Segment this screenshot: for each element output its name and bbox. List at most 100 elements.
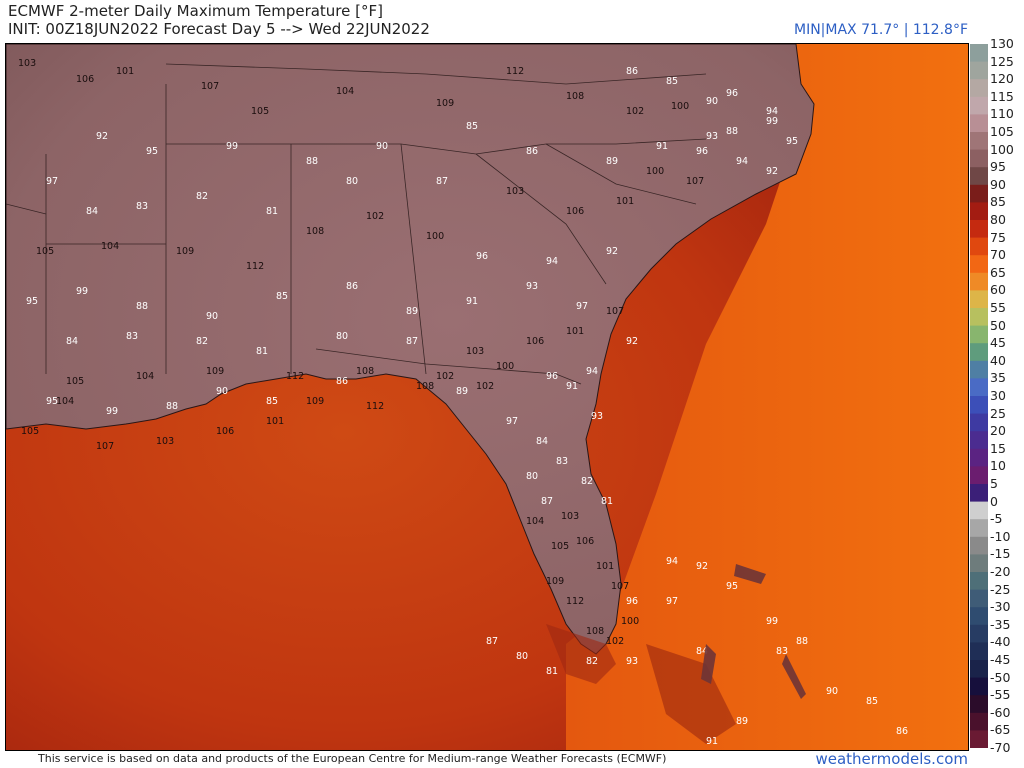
colorbar-segment <box>970 96 988 115</box>
temperature-label: 92 <box>696 561 708 572</box>
colorbar-segment <box>970 237 988 256</box>
temperature-label: 95 <box>786 136 798 147</box>
colorbar-segment <box>970 554 988 573</box>
min-max-readout: MIN|MAX 71.7° | 112.8°F <box>793 22 968 38</box>
colorbar-label: 25 <box>990 405 1006 421</box>
border-ok-ar <box>6 203 47 215</box>
temperature-label: 108 <box>586 626 604 637</box>
colorbar-label: 40 <box>990 352 1006 368</box>
colorbar-segment <box>970 589 988 608</box>
temperature-map[interactable]: 103 106 101 107 105 104 109 112 108 102 100 96 94 92 9… <box>5 43 969 751</box>
colorbar-label: 90 <box>990 176 1006 192</box>
temperature-label: 105 <box>551 541 569 552</box>
colorbar-segment <box>970 466 988 485</box>
temperature-label: 106 <box>526 336 544 347</box>
temperature-label: 86 <box>346 281 358 292</box>
colorbar-label: -45 <box>990 652 1011 667</box>
colorbar-label: 60 <box>990 282 1006 298</box>
temperature-label: 89 <box>736 716 748 727</box>
temperature-label: 103 <box>561 511 579 522</box>
temperature-label: 82 <box>581 476 593 487</box>
temperature-label: 112 <box>566 596 584 607</box>
temperature-label: 92 <box>766 166 778 177</box>
temperature-label: 87 <box>436 176 448 187</box>
temperature-label: 103 <box>466 346 484 357</box>
temperature-label: 100 <box>496 361 514 372</box>
temperature-label: 81 <box>546 666 558 677</box>
islands <box>701 564 806 699</box>
andros-island <box>701 644 716 684</box>
border-ga-sc <box>475 153 607 285</box>
colorbar-label: 55 <box>990 300 1006 315</box>
temperature-label: 104 <box>336 86 354 97</box>
colorbar-segment <box>970 536 988 555</box>
temperature-label: 86 <box>896 726 908 737</box>
temperature-label: 102 <box>606 636 624 647</box>
temperature-label: 112 <box>366 401 384 412</box>
temperature-label: 106 <box>216 426 234 437</box>
colorbar-label: 65 <box>990 264 1006 280</box>
colorbar-label: 10 <box>990 458 1006 474</box>
colorbar-segment <box>970 290 988 309</box>
temperature-label: 89 <box>456 386 468 397</box>
colorbar-segment <box>970 44 988 63</box>
temperature-label: 95 <box>726 581 738 592</box>
colorbar-segment <box>970 572 988 591</box>
temperature-label: 82 <box>196 191 208 202</box>
temperature-label: 101 <box>596 561 614 572</box>
temperature-label: 101 <box>566 326 584 337</box>
colorbar-label: 30 <box>990 388 1006 403</box>
temperature-label: 83 <box>556 456 568 467</box>
colorbar-label: 95 <box>990 159 1006 175</box>
brand-link[interactable]: weathermodels.com <box>815 750 968 768</box>
bahamas-shading <box>646 644 736 744</box>
temperature-label: 94 <box>766 106 778 117</box>
colorbar-label: -65 <box>990 722 1011 738</box>
temperature-label: 81 <box>256 346 268 357</box>
temperature-label: 94 <box>736 156 748 167</box>
temperature-label: 104 <box>526 516 544 527</box>
temperature-label: 84 <box>66 336 78 347</box>
colorbar-segment <box>970 378 988 397</box>
southeast-us-land <box>6 44 815 655</box>
temperature-label: 94 <box>586 366 598 377</box>
colorbar-segment <box>970 184 988 203</box>
colorbar-label: -20 <box>990 564 1011 579</box>
temperature-label: 95 <box>26 296 38 307</box>
temperature-label: 104 <box>56 396 74 407</box>
colorbar-segment <box>970 343 988 362</box>
temperature-label: 90 <box>376 141 388 152</box>
temperature-label: 109 <box>546 576 564 587</box>
temperature-label: 109 <box>306 396 324 407</box>
temperature-label: 101 <box>266 416 284 427</box>
colorbar-label: 35 <box>990 370 1006 386</box>
colorbar-segment <box>970 712 988 731</box>
temperature-label: 107 <box>686 176 704 187</box>
temperature-label: 100 <box>621 616 639 627</box>
colorbar-segment <box>970 220 988 239</box>
colorbar-label: 20 <box>990 423 1006 439</box>
temperature-label: 80 <box>516 651 528 662</box>
temperature-label: 97 <box>506 416 518 427</box>
temperature-label: 105 <box>21 426 39 437</box>
temperature-label: 91 <box>566 381 578 392</box>
temperature-label: 104 <box>136 371 154 382</box>
temperature-label: 91 <box>706 736 718 747</box>
temperature-label: 88 <box>726 126 738 137</box>
colorbar-segment <box>970 79 988 98</box>
colorbar-segment <box>970 255 988 274</box>
temperature-label: 95 <box>146 146 158 157</box>
colorbar-label: -10 <box>990 528 1011 544</box>
temperature-label: 101 <box>116 66 134 77</box>
colorbar-label: 5 <box>990 476 998 491</box>
temperature-label: 104 <box>101 241 119 252</box>
temperature-label: 107 <box>201 81 219 92</box>
temperature-label: 108 <box>566 91 584 102</box>
florida-keys-shading <box>546 624 616 684</box>
temperature-label: 112 <box>506 66 524 77</box>
temperature-label: 97 <box>46 176 58 187</box>
temperature-label: 85 <box>466 121 478 132</box>
colorbar-segment <box>970 272 988 291</box>
temperature-label: 93 <box>706 131 718 142</box>
